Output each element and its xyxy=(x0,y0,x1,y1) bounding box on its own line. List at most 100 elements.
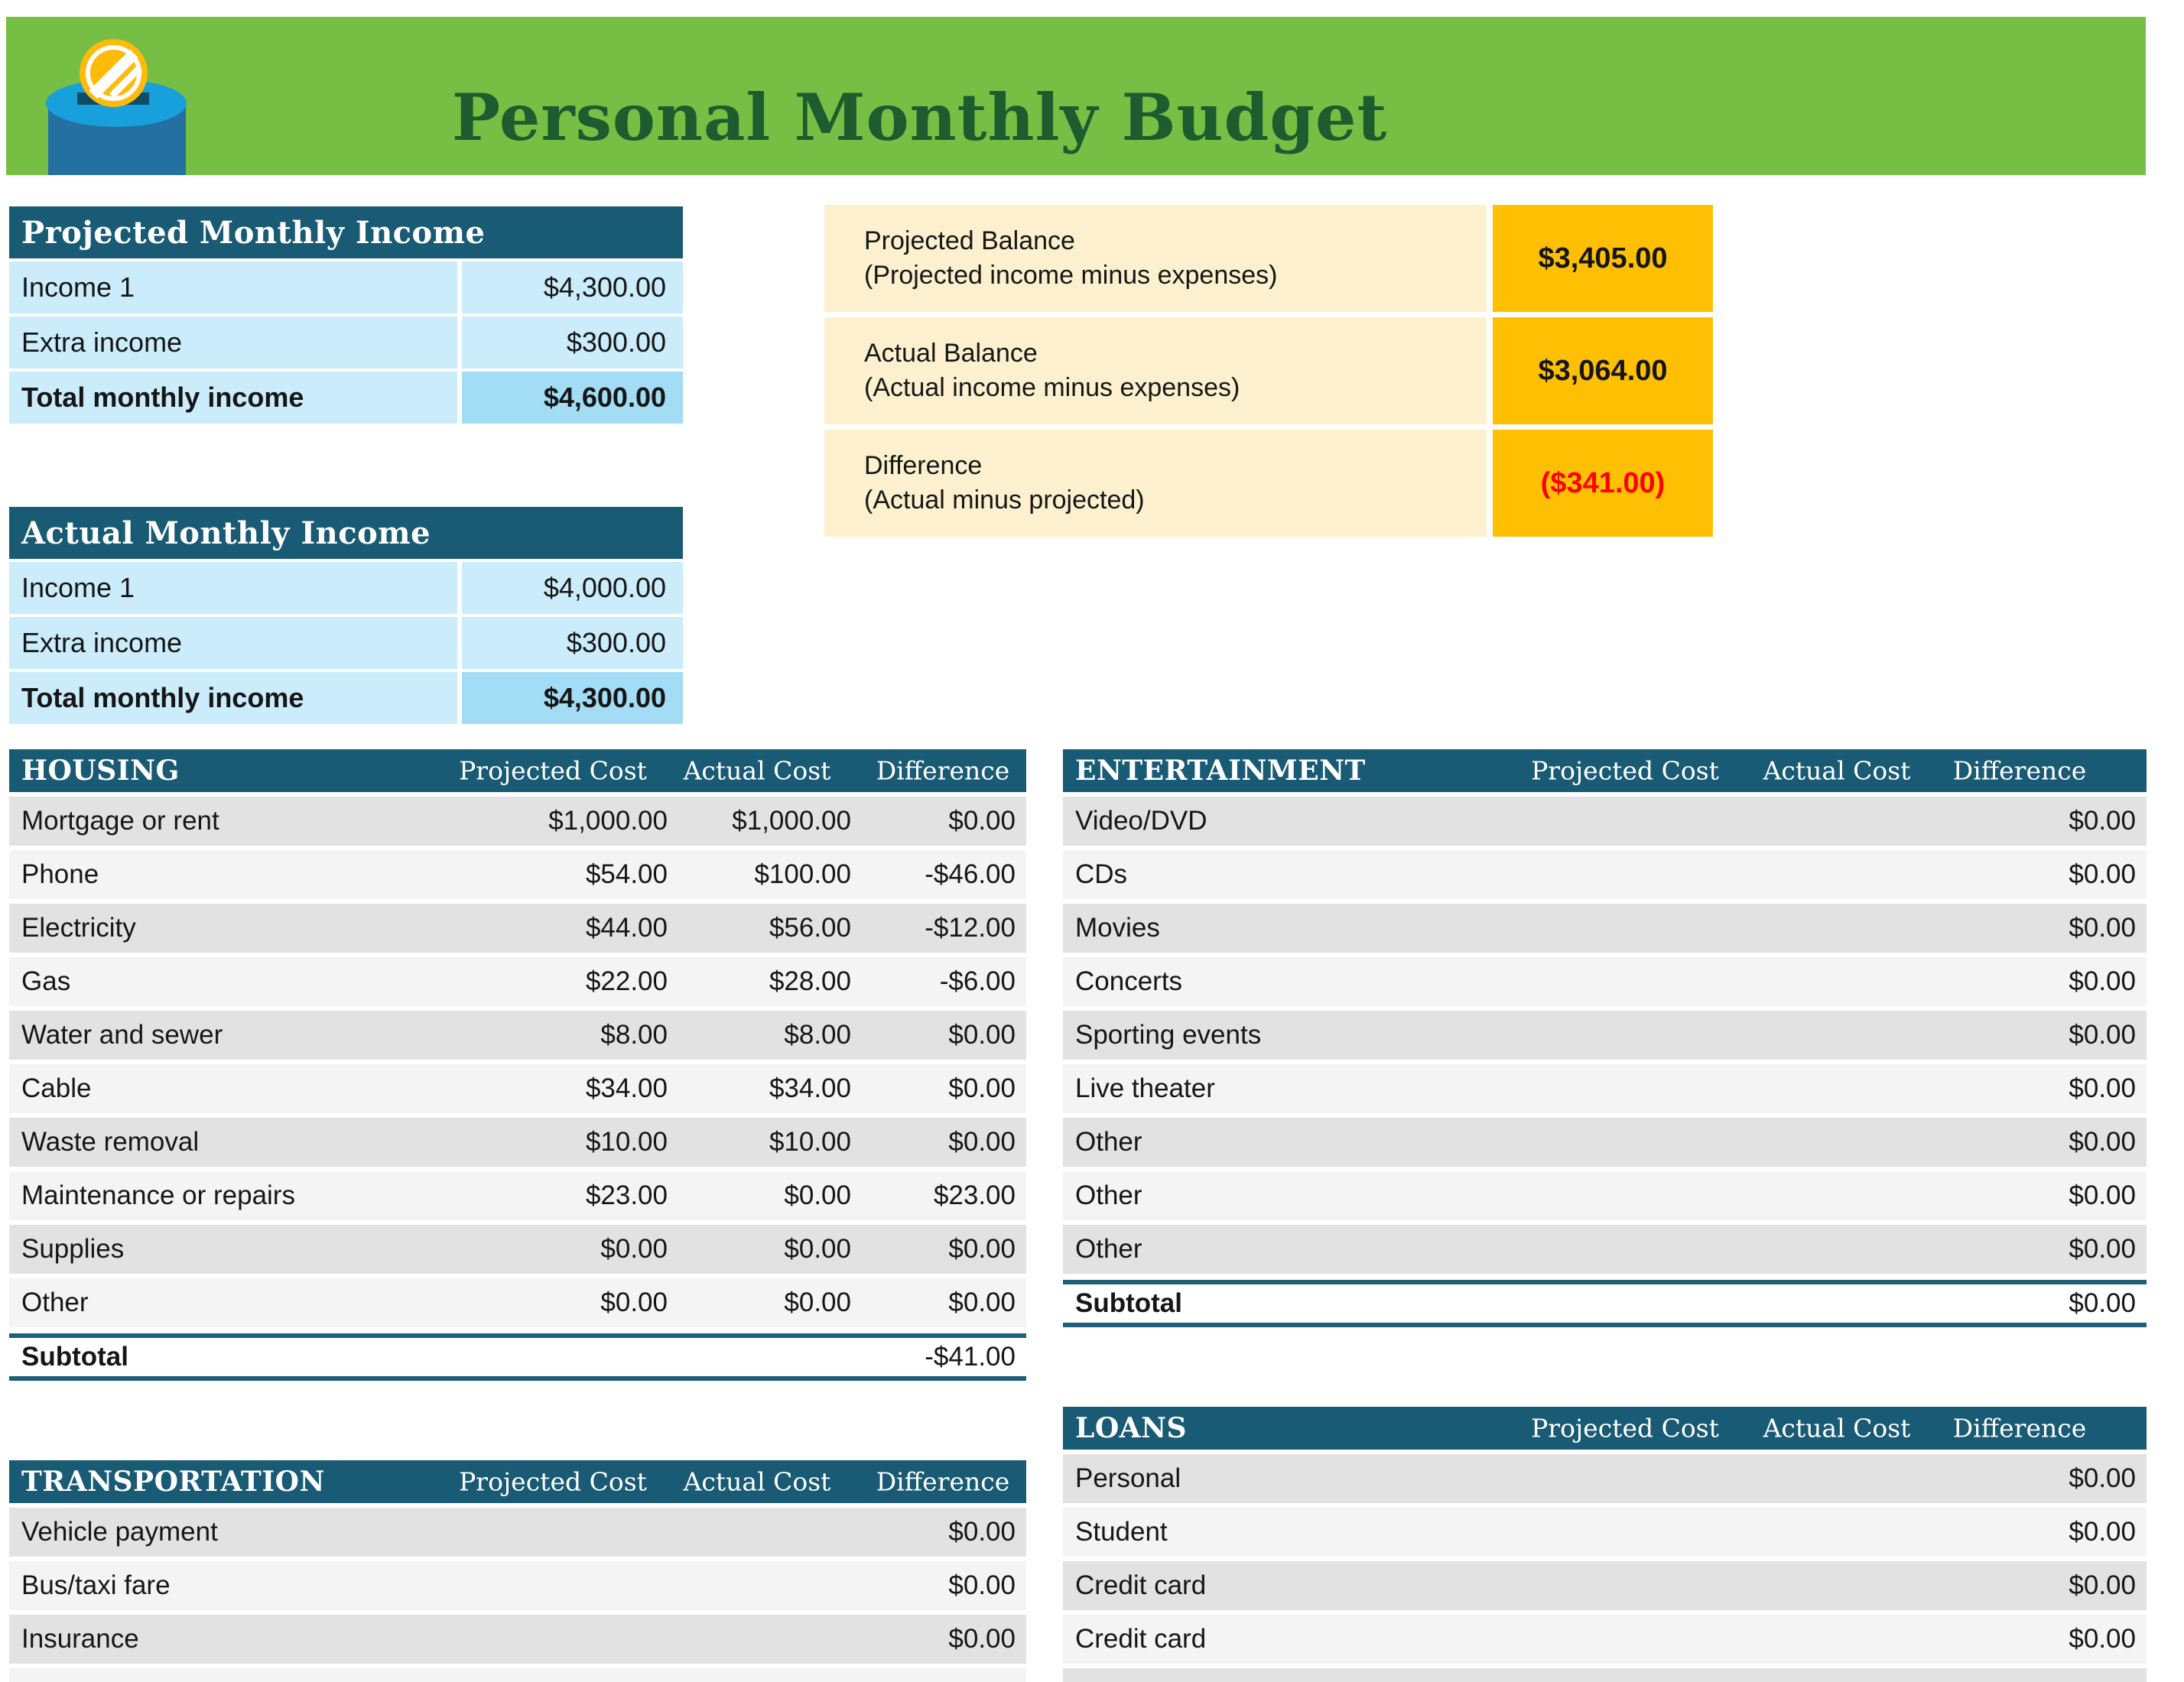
projected-cost-cell[interactable]: $10.00 xyxy=(585,1127,668,1157)
balance-summary: Projected Balance (Projected income minus… xyxy=(824,205,1713,542)
difference-cell[interactable]: $0.00 xyxy=(2069,966,2136,996)
difference-cell[interactable]: $0.00 xyxy=(948,806,1016,836)
expense-label-cell[interactable]: Live theater xyxy=(1075,1073,1215,1103)
expense-label-cell[interactable]: Other xyxy=(1075,1180,1142,1210)
actual-cost-cell[interactable]: $56.00 xyxy=(769,913,851,943)
balance-label-cell[interactable]: Projected Balance (Projected income minus… xyxy=(824,205,1487,312)
difference-cell[interactable]: $0.00 xyxy=(2069,1517,2136,1547)
difference-cell[interactable]: $0.00 xyxy=(2069,1073,2136,1103)
income-value-cell[interactable]: $4,600.00 xyxy=(462,372,683,424)
actual-cost-cell[interactable]: $28.00 xyxy=(769,966,851,996)
expense-label-cell[interactable]: CDs xyxy=(1075,859,1128,889)
projected-cost-cell[interactable]: $8.00 xyxy=(600,1020,668,1050)
expense-label-cell[interactable]: Mortgage or rent xyxy=(21,806,219,836)
balance-label-cell[interactable]: Actual Balance (Actual income minus expen… xyxy=(824,317,1487,424)
actual-cost-cell[interactable]: $0.00 xyxy=(784,1180,851,1210)
expense-row: Concerts $0.00 xyxy=(1063,957,2147,1006)
column-header-difference: Difference xyxy=(1952,755,2087,786)
expense-label-cell[interactable]: Electricity xyxy=(21,913,136,943)
income-label-cell[interactable]: Total monthly income xyxy=(9,372,457,424)
projected-cost-cell[interactable]: $44.00 xyxy=(585,913,668,943)
expense-label-cell[interactable]: Other xyxy=(1075,1234,1142,1264)
projected-cost-cell[interactable]: $54.00 xyxy=(585,859,668,889)
balance-value-cell[interactable]: $3,064.00 xyxy=(1493,317,1713,424)
expense-label-cell[interactable]: Waste removal xyxy=(21,1127,200,1157)
difference-cell[interactable]: $0.00 xyxy=(948,1073,1016,1103)
projected-cost-cell[interactable]: $23.00 xyxy=(585,1180,668,1210)
expense-label-cell[interactable]: Student xyxy=(1075,1517,1168,1547)
difference-cell[interactable]: $0.00 xyxy=(2069,859,2136,889)
expense-label-cell[interactable]: Water and sewer xyxy=(21,1020,223,1050)
actual-cost-cell[interactable]: $100.00 xyxy=(754,859,851,889)
difference-cell[interactable]: $0.00 xyxy=(2069,1624,2136,1654)
income-label-cell[interactable]: Total monthly income xyxy=(9,672,457,724)
expense-row: Other $0.00 xyxy=(1063,1118,2147,1167)
difference-cell[interactable]: $0.00 xyxy=(2069,1180,2136,1210)
income-label-cell[interactable]: Income 1 xyxy=(9,261,457,313)
expense-row: Cable $34.00 $34.00 $0.00 xyxy=(9,1064,1026,1113)
income-value-cell[interactable]: $300.00 xyxy=(462,317,683,369)
difference-cell[interactable]: $23.00 xyxy=(933,1180,1016,1210)
column-header-actual-cost: Actual Cost xyxy=(1763,1413,1911,1443)
actual-cost-cell[interactable]: $1,000.00 xyxy=(732,806,851,836)
difference-cell[interactable]: $0.00 xyxy=(948,1234,1016,1264)
expense-label-cell[interactable]: Gas xyxy=(21,966,71,996)
difference-cell[interactable]: $0.00 xyxy=(2069,1570,2136,1600)
projected-cost-cell[interactable]: $22.00 xyxy=(585,966,668,996)
income-label-cell[interactable]: Extra income xyxy=(9,317,457,369)
projected-cost-cell[interactable]: $1,000.00 xyxy=(548,806,668,836)
balance-label-cell[interactable]: Difference (Actual minus projected) xyxy=(824,430,1487,537)
difference-cell[interactable]: $0.00 xyxy=(948,1020,1016,1050)
column-header-projected-cost: Projected Cost xyxy=(459,755,647,786)
expense-label-cell[interactable]: Insurance xyxy=(21,1624,139,1654)
income-value-cell[interactable]: $300.00 xyxy=(462,617,683,669)
expense-label-cell[interactable]: Supplies xyxy=(21,1234,125,1264)
income-value-cell[interactable]: $4,300.00 xyxy=(462,672,683,724)
expense-label-cell[interactable]: Cable xyxy=(21,1073,92,1103)
expense-label-cell[interactable]: Credit card xyxy=(1075,1624,1207,1654)
difference-cell[interactable]: -$46.00 xyxy=(925,859,1016,889)
income-label-cell[interactable]: Extra income xyxy=(9,617,457,669)
expense-label-cell[interactable]: Bus/taxi fare xyxy=(21,1570,171,1600)
balance-value-cell[interactable]: ($341.00) xyxy=(1493,430,1713,537)
income-value-cell[interactable]: $4,300.00 xyxy=(462,261,683,313)
difference-cell[interactable]: $0.00 xyxy=(2069,806,2136,836)
actual-cost-cell[interactable]: $0.00 xyxy=(784,1234,851,1264)
expense-label-cell[interactable]: Vehicle payment xyxy=(21,1517,218,1547)
difference-cell[interactable]: $0.00 xyxy=(948,1287,1016,1317)
difference-cell[interactable]: $0.00 xyxy=(948,1624,1016,1654)
actual-cost-cell[interactable]: $0.00 xyxy=(784,1287,851,1317)
difference-cell[interactable]: $0.00 xyxy=(948,1570,1016,1600)
difference-cell[interactable]: -$12.00 xyxy=(925,913,1016,943)
difference-cell[interactable]: $0.00 xyxy=(2069,913,2136,943)
projected-cost-cell[interactable]: $0.00 xyxy=(600,1234,668,1264)
projected-cost-cell[interactable]: $34.00 xyxy=(585,1073,668,1103)
expense-label-cell[interactable]: Credit card xyxy=(1075,1570,1207,1600)
difference-cell[interactable]: $0.00 xyxy=(2069,1234,2136,1264)
difference-cell[interactable]: $0.00 xyxy=(948,1127,1016,1157)
difference-cell[interactable]: -$6.00 xyxy=(939,966,1016,996)
difference-cell[interactable]: $0.00 xyxy=(2069,1020,2136,1050)
expense-label-cell[interactable]: Other xyxy=(21,1287,89,1317)
expense-label-cell[interactable]: Sporting events xyxy=(1075,1020,1262,1050)
expense-label-cell[interactable]: Personal xyxy=(1075,1463,1181,1493)
expense-label-cell[interactable]: Movies xyxy=(1075,913,1160,943)
income-value-cell[interactable]: $4,000.00 xyxy=(462,562,683,614)
balance-value-cell[interactable]: $3,405.00 xyxy=(1493,205,1713,312)
difference-cell[interactable]: $0.00 xyxy=(2069,1463,2136,1493)
income-label-cell[interactable]: Income 1 xyxy=(9,562,457,614)
expense-label-cell[interactable]: Maintenance or repairs xyxy=(21,1180,295,1210)
entertainment-title: ENTERTAINMENT xyxy=(1075,755,1366,787)
difference-cell[interactable]: $0.00 xyxy=(2069,1127,2136,1157)
difference-cell[interactable]: $0.00 xyxy=(948,1517,1016,1547)
subtotal-difference-cell[interactable]: -$41.00 xyxy=(925,1342,1016,1372)
expense-label-cell[interactable]: Video/DVD xyxy=(1075,806,1207,836)
expense-label-cell[interactable]: Other xyxy=(1075,1127,1142,1157)
expense-label-cell[interactable]: Concerts xyxy=(1075,966,1183,996)
projected-cost-cell[interactable]: $0.00 xyxy=(600,1287,668,1317)
subtotal-difference-cell[interactable]: $0.00 xyxy=(2069,1288,2136,1318)
actual-cost-cell[interactable]: $8.00 xyxy=(784,1020,851,1050)
expense-label-cell[interactable]: Phone xyxy=(21,859,99,889)
actual-cost-cell[interactable]: $10.00 xyxy=(769,1127,851,1157)
actual-cost-cell[interactable]: $34.00 xyxy=(769,1073,851,1103)
